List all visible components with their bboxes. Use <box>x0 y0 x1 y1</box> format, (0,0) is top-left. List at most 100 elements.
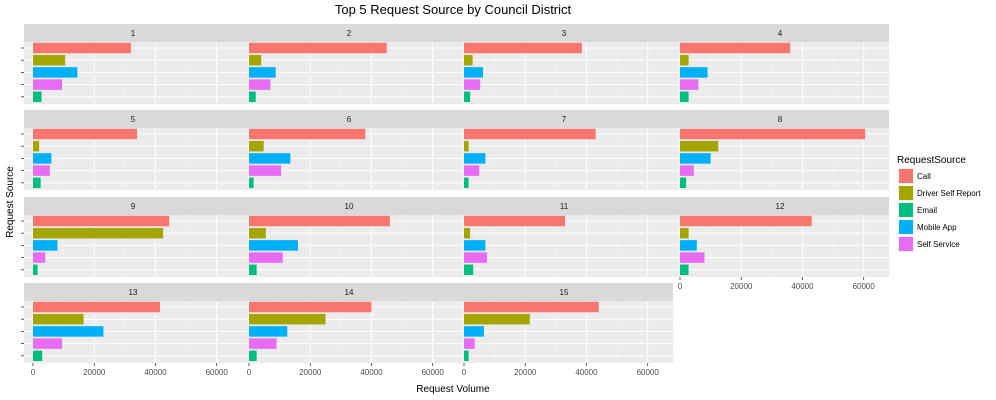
facet-strip <box>240 283 458 301</box>
bar <box>464 79 481 90</box>
bar <box>249 326 288 337</box>
bar <box>464 165 480 176</box>
bar <box>33 79 63 90</box>
bar <box>33 338 63 349</box>
bar <box>464 67 483 78</box>
bar <box>249 264 257 276</box>
facet-panel: 2 <box>240 24 458 104</box>
facet-strip <box>671 24 889 42</box>
facet-strip <box>455 283 673 301</box>
bar <box>33 153 52 164</box>
bar <box>33 313 84 325</box>
x-axis-title: Request Volume <box>416 384 490 395</box>
bar <box>680 153 711 164</box>
facet-panel: 14 0 20000 40000 60000 <box>240 283 458 377</box>
bar <box>33 165 50 176</box>
facet-strip-label: 8 <box>778 115 783 124</box>
bar <box>249 165 282 176</box>
facet-strip-label: 7 <box>562 115 567 124</box>
bar <box>33 128 138 140</box>
bar <box>249 128 366 140</box>
bar <box>680 165 694 176</box>
bar <box>464 54 473 66</box>
facet-panel: 7 <box>455 110 673 190</box>
facet-strip <box>455 110 673 128</box>
x-tick-label: 20000 <box>299 368 322 377</box>
bar <box>249 140 264 152</box>
facet-panel: 5 <box>21 110 242 190</box>
facet-strip <box>455 24 673 42</box>
x-tick-label: 40000 <box>360 368 383 377</box>
x-tick-label: 20000 <box>730 282 753 291</box>
bar <box>464 215 566 227</box>
facet-panel: 6 <box>240 110 458 190</box>
x-tick-label: 60000 <box>206 368 229 377</box>
bar <box>249 338 277 349</box>
legend-title: RequestSource <box>897 155 966 166</box>
bar <box>249 252 283 263</box>
bar <box>33 91 42 103</box>
bar <box>464 91 471 103</box>
bar <box>33 350 43 362</box>
facet-strip <box>24 283 242 301</box>
bar <box>680 264 689 276</box>
facet-strip <box>24 24 242 42</box>
bar <box>249 240 298 251</box>
bar <box>680 252 705 263</box>
facet-strip <box>455 197 673 215</box>
bar <box>464 240 486 251</box>
bar <box>33 67 78 78</box>
facet-strip-label: 12 <box>776 202 785 211</box>
bar <box>249 42 387 54</box>
legend-swatch <box>899 220 913 234</box>
x-tick-label: 40000 <box>144 368 167 377</box>
bar <box>33 326 104 337</box>
facet-strip <box>24 197 242 215</box>
bar <box>249 227 266 239</box>
legend-swatch <box>899 169 913 183</box>
facet-strip-label: 6 <box>347 115 352 124</box>
bar <box>464 264 474 276</box>
bar <box>464 338 475 349</box>
facet-panel: 12 0 20000 40000 60000 <box>671 197 889 291</box>
facet-strip-label: 2 <box>347 29 352 38</box>
bar <box>680 177 687 189</box>
y-axis-title: Request Source <box>5 166 16 238</box>
bar <box>249 153 291 164</box>
bar <box>33 252 46 263</box>
legend-swatch <box>899 203 913 217</box>
facet-strip-label: 1 <box>131 29 136 38</box>
facet-strip-label: 11 <box>560 202 569 211</box>
x-tick-label: 0 <box>31 368 36 377</box>
legend-swatch <box>899 186 913 200</box>
facet-strip <box>671 110 889 128</box>
bar <box>249 215 390 227</box>
bar <box>33 227 164 239</box>
x-tick-label: 0 <box>678 282 683 291</box>
bar <box>249 67 276 78</box>
facet-panel: 10 <box>240 197 458 277</box>
facet-strip-label: 5 <box>131 115 136 124</box>
x-tick-label: 60000 <box>853 282 876 291</box>
bar <box>249 301 372 313</box>
bar <box>464 350 469 362</box>
bar <box>464 227 471 239</box>
bar <box>249 54 262 66</box>
bar <box>680 128 866 140</box>
bar <box>464 177 469 189</box>
x-tick-label: 60000 <box>637 368 660 377</box>
legend-label: Email <box>917 206 937 215</box>
bar <box>464 153 486 164</box>
bar <box>680 91 689 103</box>
bar <box>249 177 254 189</box>
bar <box>33 177 41 189</box>
legend-label: Self Service <box>917 240 960 249</box>
legend-swatch <box>899 237 913 251</box>
facet-panel: 1 <box>21 24 242 104</box>
bar <box>249 79 271 90</box>
bar <box>249 313 326 325</box>
facet-strip-label: 10 <box>345 202 354 211</box>
x-tick-label: 20000 <box>83 368 106 377</box>
facet-strip-label: 3 <box>562 29 567 38</box>
